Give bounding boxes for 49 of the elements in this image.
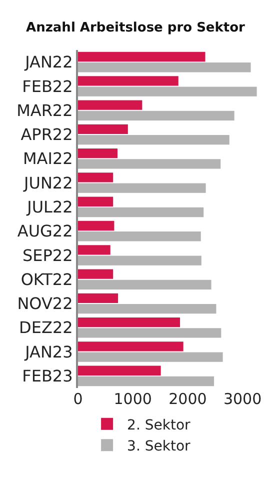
bar [78, 76, 178, 86]
bar [78, 280, 212, 290]
bar [78, 52, 206, 62]
bar [78, 328, 222, 338]
bar [78, 293, 118, 304]
y-tick-label: JAN22 [24, 52, 73, 72]
chart-title: Anzahl Arbeitslose pro Sektor [26, 20, 246, 36]
y-tick-label: OKT22 [20, 270, 73, 289]
legend-label: 3. Sektor [127, 438, 191, 455]
bar [78, 304, 216, 314]
y-tick-label: FEB22 [22, 76, 73, 96]
x-tick-label: 3000 [223, 390, 262, 408]
bar [78, 269, 114, 279]
y-tick-label: MAI22 [22, 149, 73, 168]
y-tick-label: NOV22 [17, 294, 73, 314]
bar [78, 148, 118, 158]
bar [78, 366, 161, 376]
y-tick-label: FEB23 [22, 366, 73, 386]
bar [78, 352, 223, 362]
bar [78, 159, 221, 169]
bar [78, 376, 214, 386]
bar [78, 245, 110, 255]
bar [78, 220, 114, 231]
bar [78, 196, 114, 206]
bar [78, 172, 114, 182]
bar [78, 86, 257, 96]
bar [78, 318, 180, 328]
bar [78, 110, 234, 120]
bar [78, 256, 202, 266]
bar [78, 342, 184, 352]
y-tick-label: JAN23 [24, 342, 73, 362]
y-tick-label: JUL22 [26, 198, 73, 217]
y-tick-label: JUN22 [23, 173, 73, 192]
bar [78, 100, 142, 110]
bar [78, 134, 230, 145]
x-tick-label: 1000 [114, 390, 152, 408]
x-tick-label: 0 [73, 390, 83, 408]
bar [78, 232, 201, 242]
y-tick-label: MAR22 [16, 100, 73, 120]
y-tick-label: SEP22 [22, 246, 73, 265]
y-tick-label: APR22 [20, 125, 73, 144]
bar [78, 62, 251, 72]
y-tick-label: AUG22 [17, 222, 73, 241]
bar [78, 207, 204, 218]
bar [78, 183, 206, 193]
bar [78, 124, 128, 134]
x-tick-label: 2000 [168, 390, 207, 408]
legend-label: 2. Sektor [127, 417, 191, 434]
y-tick-label: DEZ22 [19, 318, 73, 338]
